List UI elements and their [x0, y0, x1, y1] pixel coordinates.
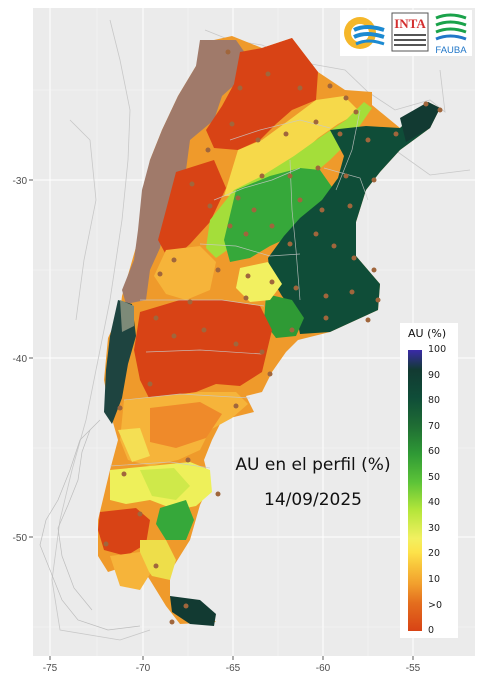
y-tick-label: -30 — [13, 176, 28, 187]
legend-tick-50: 50 — [428, 472, 441, 483]
legend-tick-10: 10 — [428, 574, 441, 585]
fauba-logo-text: FAUBA — [435, 45, 467, 56]
central-yellow — [236, 262, 282, 302]
legend-colorbar — [408, 350, 422, 631]
legend-tick-0: 0 — [428, 625, 435, 636]
x-tick-label: -65 — [226, 663, 241, 674]
y-tick-label: -50 — [13, 533, 28, 544]
legend-tick-80: 80 — [428, 395, 441, 406]
legend-tick-20: 20 — [428, 548, 441, 559]
santa-cruz-green — [156, 500, 194, 540]
inta-logo: INTA — [391, 12, 429, 52]
andes-grey — [120, 300, 134, 332]
legend-tick-gt0: >0 — [428, 600, 443, 611]
legend-tick-30: 30 — [428, 523, 441, 534]
fauba-logo: FAUBA — [435, 13, 467, 56]
misiones-zone — [400, 102, 440, 142]
logos-panel: INTA FAUBA — [340, 10, 472, 56]
map-title: AU en el perfil (%) — [235, 455, 391, 475]
andes-dark-strip — [104, 300, 136, 424]
santa-cruz-lightgreen — [140, 468, 190, 500]
legend-tick-60: 60 — [428, 446, 441, 457]
inta-logo-text: INTA — [394, 16, 426, 31]
x-tick-label: -75 — [43, 663, 58, 674]
chubut-orange — [150, 402, 222, 448]
tierra-del-fuego — [170, 596, 216, 626]
south-orange-patch — [110, 552, 150, 590]
station-dots — [103, 49, 443, 625]
x-tick-label: -70 — [136, 663, 151, 674]
medium-green-zone — [224, 168, 334, 262]
y-tick-label: -40 — [13, 354, 28, 365]
nw-nodata-zone — [122, 40, 250, 304]
cuyo-yellow — [154, 246, 216, 300]
legend-tick-90: 90 — [428, 370, 441, 381]
santa-cruz-west-orange — [98, 508, 150, 556]
dark-green-pampas — [268, 102, 440, 334]
west-orange-zone — [158, 160, 226, 262]
ba-south-green — [264, 294, 304, 338]
legend-tick-40: 40 — [428, 497, 441, 508]
neighbor-borders — [51, 19, 471, 641]
legend-title: AU (%) — [408, 327, 447, 340]
legend-tick-70: 70 — [428, 421, 441, 432]
x-tick-label: -55 — [406, 663, 421, 674]
chile-coast — [39, 419, 141, 631]
chubut-west-yellow — [118, 428, 150, 462]
yellow-band-north — [224, 96, 360, 196]
santa-cruz-south-yellow — [140, 540, 176, 580]
axis-ticks — [29, 179, 414, 660]
org-swirl-logo — [344, 17, 385, 49]
north-orange-zone — [206, 38, 318, 150]
legend-tick-100: 100 — [428, 344, 447, 355]
logos-svg: INTA FAUBA — [344, 12, 467, 56]
map-date: 14/09/2025 — [264, 490, 362, 510]
x-tick-label: -60 — [316, 663, 331, 674]
